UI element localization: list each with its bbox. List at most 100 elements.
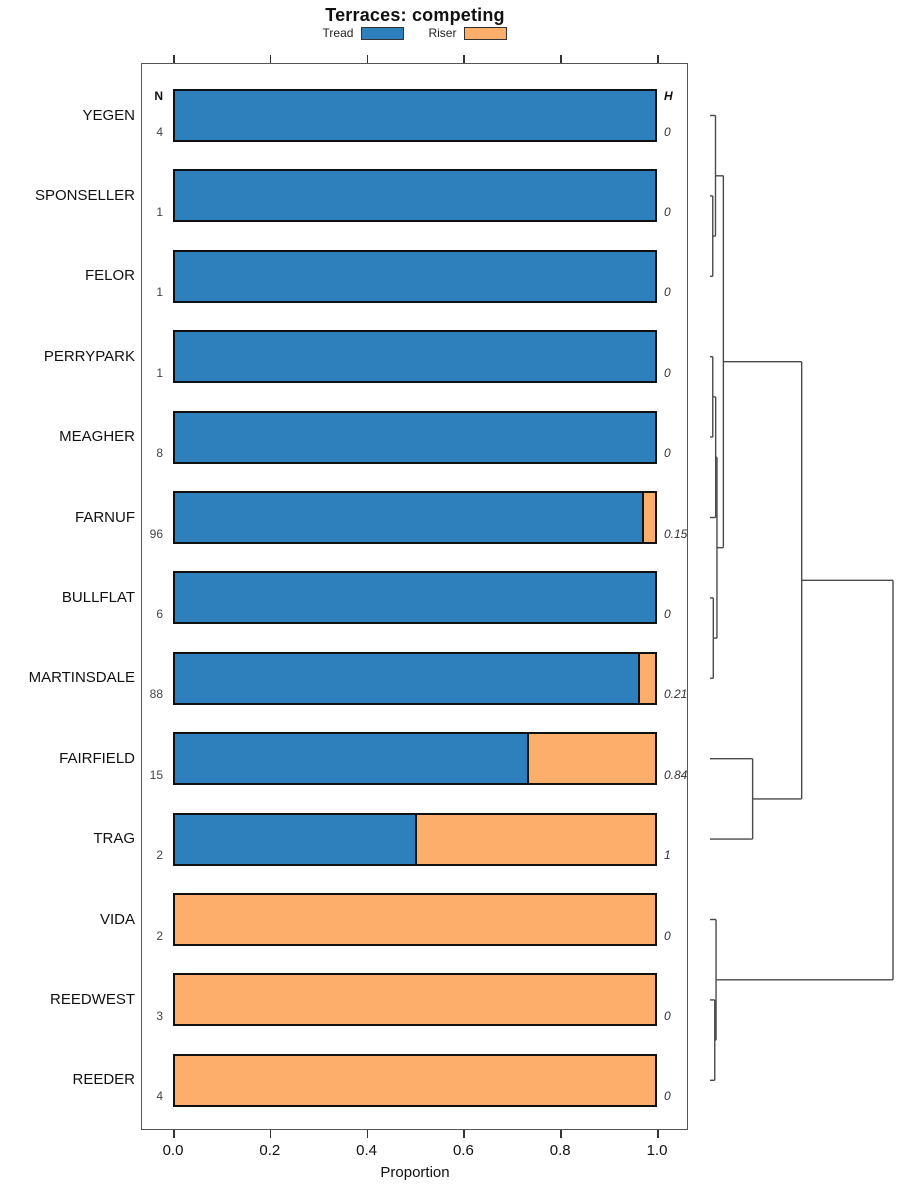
n-value: 1 [156,285,163,300]
row-label: MARTINSDALE [28,669,135,687]
row-label: FAIRFIELD [59,749,135,767]
x-axis-label: Proportion [380,1164,450,1181]
x-tick-label: 0.4 [356,1142,378,1159]
x-tick [173,1130,175,1138]
h-value: 0 [664,928,671,943]
h-value: 0 [664,204,671,219]
x-tick-top [366,55,369,63]
bar [173,571,657,625]
row-label: VIDA [99,910,135,928]
bar-riser-segment [642,493,655,542]
x-tick [657,1130,659,1138]
bar-riser-segment [175,975,655,1025]
x-tick-label: 0.8 [549,1142,571,1159]
x-tick-top [657,55,659,63]
x-tick [463,1130,465,1138]
legend: Tread Riser [0,24,830,42]
row-label: REEDWEST [49,990,135,1008]
h-value: 0.21 [664,687,688,702]
x-tick-top [463,55,465,63]
x-tick-label: 0.2 [259,1142,281,1159]
row-label: YEGEN [82,106,135,124]
bar [173,651,657,705]
bar-tread-segment [175,251,655,301]
legend-label: Riser [428,26,457,40]
bar [173,89,657,142]
x-tick-top [173,55,175,63]
row-label: BULLFLAT [61,588,135,606]
bar-tread-segment [175,653,639,703]
bar [173,732,657,786]
row-label: REEDER [72,1071,135,1089]
n-value: 8 [156,446,163,461]
bar-tread-segment [175,734,527,784]
h-value: 0 [664,365,671,380]
bar-tread-segment [175,814,415,864]
h-column-header: H [664,89,673,103]
h-value: 0 [664,606,671,621]
x-tick-label: 1.0 [646,1142,668,1159]
legend-swatch-riser [464,26,508,40]
x-tick-label: 0.6 [452,1142,474,1159]
legend-item-riser: Riser [428,26,508,40]
bar-tread-segment [175,332,655,382]
n-value: 1 [156,204,163,219]
bar-tread-segment [175,573,655,623]
n-value: 1 [156,365,163,380]
bar [173,1053,657,1107]
row-label: SPONSELLER [34,186,135,204]
h-value: 0.15 [664,526,688,541]
bar-tread-segment [175,171,655,221]
n-value: 96 [149,526,163,541]
n-value: 4 [156,1089,163,1104]
x-tick-top [269,55,272,63]
n-value: 15 [149,767,163,782]
bar [173,812,657,866]
h-value: 0.84 [664,767,688,782]
bar-riser-segment [175,895,655,944]
row-label: MEAGHER [59,428,135,446]
n-value: 2 [156,928,163,943]
chart-title: Terraces: competing [325,5,505,25]
bar-riser-segment [638,653,655,703]
x-tick [269,1130,272,1138]
bar [173,893,657,946]
bar-tread-segment [175,493,643,542]
row-label: FARNUF [75,508,135,526]
bar-riser-segment [175,1055,655,1105]
legend-label: Tread [322,26,354,40]
bar [173,973,657,1027]
legend-swatch-tread [361,26,405,40]
bar-tread-segment [175,91,655,140]
h-value: 1 [664,848,671,863]
row-label: TRAG [93,830,135,848]
bar [173,491,657,544]
n-value: 6 [156,606,163,621]
bar-riser-segment [415,814,655,864]
h-value: 0 [664,1089,671,1104]
n-value: 3 [156,1008,163,1023]
x-tick-label: 0.0 [162,1142,184,1159]
legend-item-tread: Tread [323,26,405,40]
x-tick-top [560,55,562,63]
bar-riser-segment [526,734,655,784]
x-tick [560,1130,562,1138]
n-value: 88 [149,687,163,702]
bar [173,249,657,303]
plot-box [141,63,688,1130]
h-value: 0 [664,285,671,300]
x-tick [366,1130,369,1138]
n-value: 4 [156,124,163,139]
row-label: PERRYPARK [43,347,135,365]
h-value: 0 [664,446,671,461]
bar-tread-segment [175,412,655,462]
bar [173,330,657,384]
h-value: 0 [664,1008,671,1023]
row-label: FELOR [84,267,135,285]
n-column-header: N [154,89,163,103]
n-value: 2 [156,848,163,863]
h-value: 0 [664,124,671,139]
bar [173,169,657,223]
